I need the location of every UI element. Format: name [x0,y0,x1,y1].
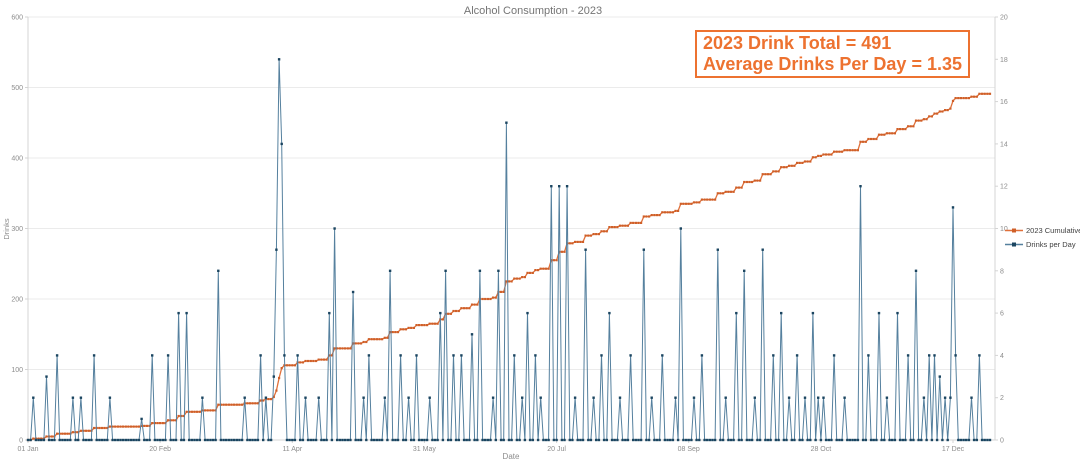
svg-text:14: 14 [1000,141,1008,148]
svg-text:16: 16 [1000,99,1008,106]
svg-text:0: 0 [1000,438,1004,445]
svg-text:200: 200 [11,297,23,304]
svg-text:400: 400 [11,156,23,163]
svg-text:20 Jul: 20 Jul [547,446,566,453]
svg-text:300: 300 [11,226,23,233]
svg-text:08 Sep: 08 Sep [678,446,700,453]
svg-text:28 Oct: 28 Oct [811,446,832,453]
annotation-box: 2023 Drink Total = 491 Average Drinks Pe… [695,30,970,78]
svg-text:6: 6 [1000,311,1004,318]
svg-text:10: 10 [1000,226,1008,233]
cumulative-line-swatch-icon [1005,228,1023,233]
svg-text:01 Jan: 01 Jan [17,446,38,453]
legend-item-daily: Drinks per Day [1005,240,1080,249]
daily-line-swatch-icon [1005,242,1023,247]
annotation-average-line: Average Drinks Per Day = 1.35 [703,54,962,74]
chart-title: Alcohol Consumption - 2023 [463,5,603,17]
svg-text:17 Dec: 17 Dec [942,446,965,453]
legend: 2023 Cumulative Drinks Drinks per Day [1005,226,1080,249]
svg-text:31 May: 31 May [413,446,436,453]
legend-label-daily: Drinks per Day [1026,240,1076,249]
daily-series [26,58,992,442]
svg-text:20 Feb: 20 Feb [149,446,171,453]
svg-text:12: 12 [1000,184,1008,191]
svg-text:500: 500 [11,85,23,92]
svg-text:20: 20 [1000,15,1008,22]
svg-text:2: 2 [1000,395,1004,402]
svg-text:11 Apr: 11 Apr [282,446,302,453]
svg-text:100: 100 [11,367,23,374]
svg-text:600: 600 [11,15,23,22]
right-axis-ticks: 0 2 4 6 8 10 12 14 16 18 20 [995,15,1008,445]
legend-label-cumulative: 2023 Cumulative Drinks [1026,226,1080,235]
svg-text:0: 0 [19,438,23,445]
svg-text:4: 4 [1000,353,1004,360]
y-axis-title: Drinks [2,218,11,240]
svg-text:8: 8 [1000,268,1004,275]
annotation-total-line: 2023 Drink Total = 491 [703,33,892,53]
left-axis-ticks: 0 100 200 300 400 500 600 [11,15,28,445]
svg-text:18: 18 [1000,57,1008,64]
x-axis-title: Date [502,452,520,461]
legend-item-cumulative: 2023 Cumulative Drinks [1005,226,1080,235]
